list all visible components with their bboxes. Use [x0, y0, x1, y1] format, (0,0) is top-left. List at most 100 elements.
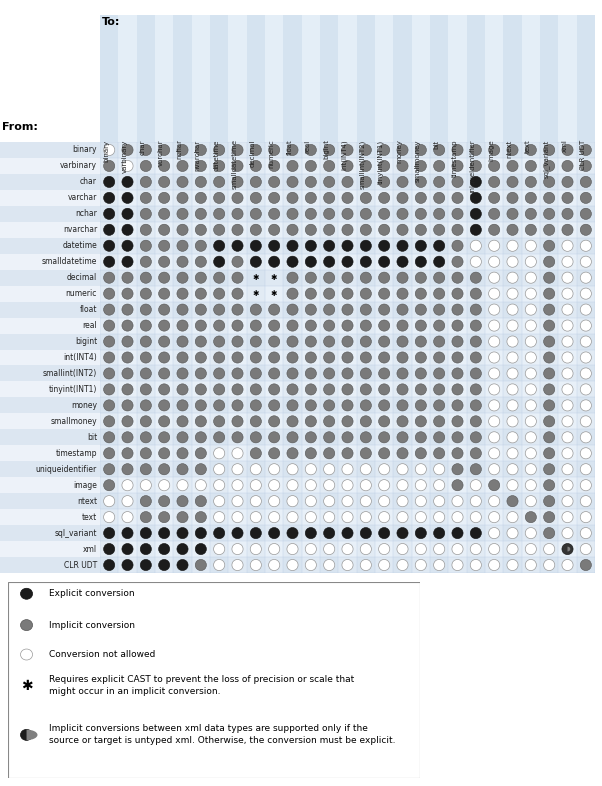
Ellipse shape	[122, 512, 133, 523]
Ellipse shape	[268, 416, 280, 427]
Ellipse shape	[360, 160, 371, 171]
Bar	[0, 174, 100, 190]
Ellipse shape	[195, 176, 206, 188]
Bar	[0, 477, 100, 493]
Ellipse shape	[342, 464, 353, 475]
Ellipse shape	[214, 352, 225, 363]
Ellipse shape	[562, 304, 573, 315]
Ellipse shape	[360, 560, 371, 571]
Text: text: text	[82, 512, 97, 522]
Ellipse shape	[580, 145, 591, 156]
Ellipse shape	[305, 288, 317, 299]
Ellipse shape	[544, 241, 555, 252]
Ellipse shape	[324, 543, 335, 555]
Bar	[540, 15, 558, 142]
Ellipse shape	[324, 384, 335, 395]
Text: money: money	[397, 139, 403, 163]
Ellipse shape	[140, 416, 152, 427]
Ellipse shape	[342, 304, 353, 315]
Bar	[100, 222, 595, 238]
Ellipse shape	[195, 241, 206, 252]
Ellipse shape	[470, 193, 482, 204]
Ellipse shape	[214, 448, 225, 459]
Ellipse shape	[214, 496, 225, 507]
Ellipse shape	[232, 176, 243, 188]
Text: Implicit conversion: Implicit conversion	[49, 621, 135, 630]
Ellipse shape	[232, 543, 243, 555]
Ellipse shape	[433, 448, 445, 459]
Ellipse shape	[489, 527, 500, 538]
Ellipse shape	[177, 176, 188, 188]
Ellipse shape	[232, 288, 243, 299]
Ellipse shape	[140, 496, 152, 507]
Text: datetime: datetime	[62, 241, 97, 250]
Ellipse shape	[379, 256, 389, 267]
Ellipse shape	[580, 320, 591, 331]
Ellipse shape	[544, 352, 555, 363]
Bar	[173, 142, 191, 573]
Text: image: image	[73, 481, 97, 490]
Ellipse shape	[324, 288, 335, 299]
Ellipse shape	[526, 224, 536, 235]
Text: ✱: ✱	[20, 679, 33, 693]
Ellipse shape	[397, 384, 408, 395]
Ellipse shape	[214, 272, 225, 283]
Ellipse shape	[342, 543, 353, 555]
Ellipse shape	[415, 384, 426, 395]
Ellipse shape	[177, 288, 188, 299]
Ellipse shape	[268, 193, 280, 204]
Ellipse shape	[158, 527, 170, 538]
Ellipse shape	[452, 272, 463, 283]
Ellipse shape	[324, 512, 335, 523]
Ellipse shape	[580, 512, 591, 523]
Ellipse shape	[415, 145, 426, 156]
Ellipse shape	[342, 336, 353, 347]
Ellipse shape	[379, 560, 389, 571]
Ellipse shape	[397, 527, 408, 538]
Ellipse shape	[342, 145, 353, 156]
Ellipse shape	[177, 368, 188, 379]
Ellipse shape	[232, 527, 243, 538]
Ellipse shape	[287, 336, 298, 347]
Text: sql_variant: sql_variant	[542, 139, 549, 178]
Ellipse shape	[452, 304, 463, 315]
Text: real: real	[82, 321, 97, 330]
Text: binary: binary	[72, 145, 97, 155]
Ellipse shape	[379, 224, 389, 235]
Ellipse shape	[214, 176, 225, 188]
Ellipse shape	[526, 288, 536, 299]
Ellipse shape	[433, 384, 445, 395]
Ellipse shape	[452, 527, 463, 538]
Ellipse shape	[544, 527, 555, 538]
Ellipse shape	[489, 193, 500, 204]
Ellipse shape	[360, 304, 371, 315]
Ellipse shape	[122, 368, 133, 379]
Ellipse shape	[122, 464, 133, 475]
Ellipse shape	[379, 320, 389, 331]
Ellipse shape	[158, 224, 170, 235]
Bar	[100, 381, 595, 398]
Ellipse shape	[433, 272, 445, 283]
Ellipse shape	[580, 479, 591, 490]
Ellipse shape	[232, 512, 243, 523]
Ellipse shape	[489, 160, 500, 171]
Ellipse shape	[379, 304, 389, 315]
Ellipse shape	[544, 176, 555, 188]
Ellipse shape	[140, 145, 152, 156]
Ellipse shape	[214, 400, 225, 411]
Ellipse shape	[397, 416, 408, 427]
Ellipse shape	[268, 160, 280, 171]
Bar	[577, 142, 595, 573]
Ellipse shape	[177, 272, 188, 283]
Ellipse shape	[470, 336, 482, 347]
Ellipse shape	[232, 416, 243, 427]
Ellipse shape	[397, 479, 408, 490]
Ellipse shape	[360, 272, 371, 283]
Text: CLR UDT: CLR UDT	[580, 139, 586, 170]
Bar	[0, 557, 100, 573]
Text: timestamp: timestamp	[55, 449, 97, 457]
Ellipse shape	[214, 384, 225, 395]
Ellipse shape	[452, 479, 463, 490]
Bar	[0, 381, 100, 398]
Ellipse shape	[415, 272, 426, 283]
